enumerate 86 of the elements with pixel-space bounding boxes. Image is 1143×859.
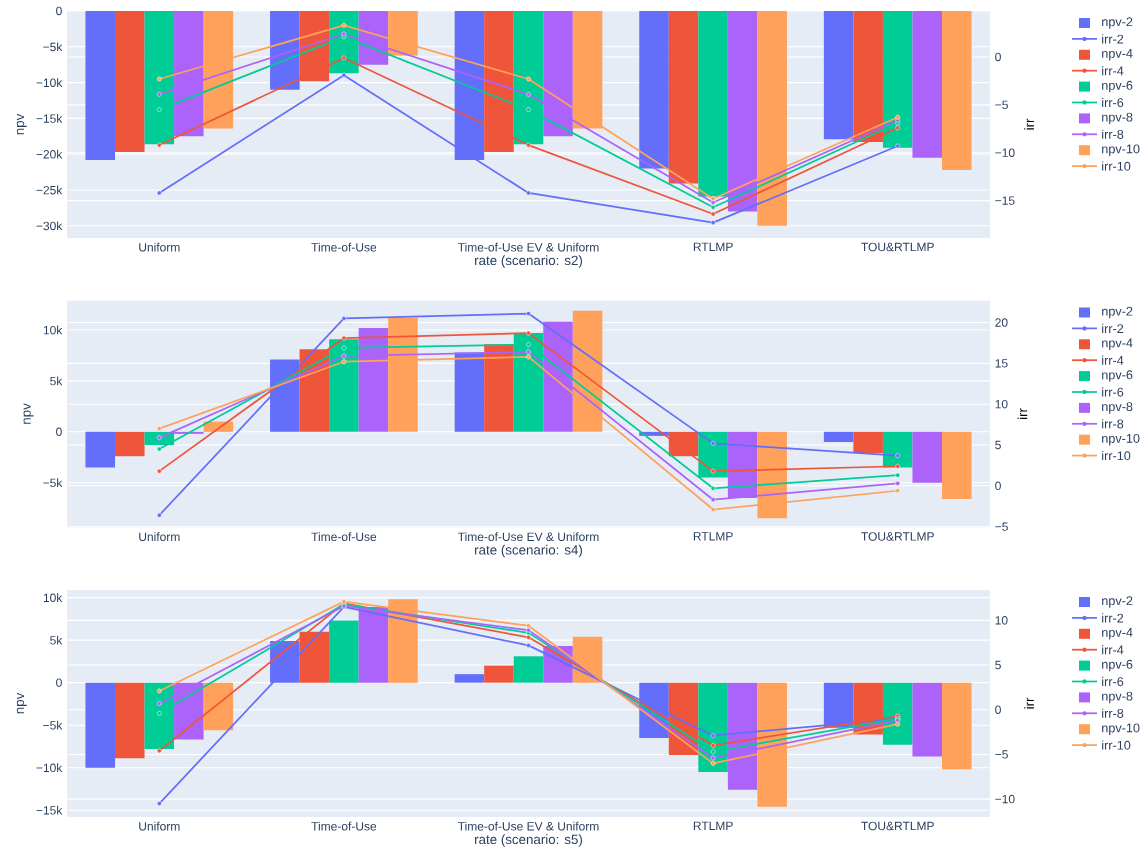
legend-label: irr-6 — [1102, 676, 1124, 687]
x-tick-label: TOU&RTLMP — [861, 242, 934, 252]
y-axis-title: npv — [16, 113, 27, 135]
legend-label: irr-10 — [1102, 450, 1131, 461]
legend-label: npv-6 — [1102, 659, 1133, 672]
x-tick-label: Time-of-Use EV & Uniform — [457, 532, 599, 542]
y2-tick-label: 0 — [995, 52, 1001, 62]
y2-tick-label: −5 — [995, 100, 1008, 110]
y2-axis-title: irr — [1024, 118, 1034, 130]
legend-label: irr-8 — [1102, 708, 1124, 718]
legend-label: npv-4 — [1102, 628, 1133, 640]
y2-axis-title: irr — [1024, 697, 1034, 709]
x-tick-label: Time-of-Use — [311, 532, 377, 542]
legend-label: npv-10 — [1102, 723, 1140, 735]
y-tick-label: −10k — [36, 78, 63, 88]
y2-tick-label: −15 — [995, 196, 1015, 205]
legend-label: npv-8 — [1102, 691, 1133, 704]
legend-label: npv-10 — [1102, 433, 1140, 446]
x-axis-title: rate (scenario: s2) — [475, 255, 582, 268]
y2-tick-label: −5 — [995, 522, 1008, 531]
y2-tick-label: 5 — [995, 660, 1001, 670]
x-axis-title: rate (scenario: s4) — [475, 544, 582, 558]
y2-tick-label: −10 — [995, 794, 1015, 804]
legend-label: irr-8 — [1102, 129, 1124, 139]
x-tick-label: RTLMP — [693, 532, 733, 541]
y2-tick-label: 15 — [995, 359, 1008, 368]
legend-label: npv-8 — [1102, 112, 1133, 125]
legend-label: npv-4 — [1102, 49, 1133, 61]
y-tick-label: −10k — [36, 763, 63, 773]
legend-label: irr-4 — [1102, 645, 1124, 655]
legend-label: irr-10 — [1102, 161, 1131, 171]
legend-label: irr-10 — [1102, 740, 1131, 750]
y2-tick-label: 20 — [995, 318, 1008, 327]
legend-label: irr-6 — [1102, 97, 1124, 108]
x-axis-title: rate (scenario: s5) — [475, 834, 582, 847]
y2-tick-label: −5 — [995, 750, 1008, 759]
x-tick-label: Time-of-Use — [311, 821, 377, 831]
y-tick-label: −30k — [36, 221, 63, 231]
legend-label: npv-6 — [1102, 370, 1133, 382]
y-axis-title: npv — [16, 692, 27, 714]
y2-tick-label: 10 — [995, 399, 1008, 409]
legend-label: npv-6 — [1102, 80, 1133, 93]
legend-label: irr-2 — [1102, 323, 1124, 333]
x-tick-label: Uniform — [139, 821, 180, 831]
y-tick-label: 0 — [56, 427, 62, 437]
x-tick-label: TOU&RTLMP — [861, 821, 934, 831]
y2-tick-label: −10 — [995, 148, 1015, 157]
legend-label: irr-2 — [1102, 613, 1124, 623]
legend-label: irr-4 — [1102, 66, 1124, 76]
x-tick-label: Time-of-Use EV & Uniform — [457, 242, 599, 252]
legend-label: irr-4 — [1102, 355, 1124, 365]
y-tick-label: 10k — [43, 325, 63, 335]
x-tick-label: Uniform — [139, 532, 180, 542]
legend-label: irr-8 — [1102, 419, 1124, 429]
y-tick-label: 10k — [43, 593, 63, 603]
y-tick-label: −5k — [43, 720, 63, 730]
y-tick-label: −15k — [36, 113, 63, 123]
legend-label: npv-10 — [1102, 144, 1140, 156]
y2-tick-label: 10 — [995, 616, 1008, 625]
x-tick-label: RTLMP — [693, 821, 733, 830]
x-tick-label: Time-of-Use EV & Uniform — [457, 821, 599, 831]
x-tick-label: RTLMP — [693, 242, 733, 251]
legend-label: npv-2 — [1102, 306, 1133, 319]
y-tick-label: 5k — [50, 376, 63, 386]
y-tick-label: 0 — [56, 6, 62, 16]
y2-tick-label: 0 — [995, 705, 1001, 714]
y-tick-label: −15k — [36, 805, 63, 815]
legend-label: npv-2 — [1102, 596, 1133, 608]
y-axis-title: npv — [23, 403, 34, 424]
y-tick-label: −25k — [36, 185, 63, 195]
legend-label: irr-2 — [1102, 34, 1124, 44]
x-tick-label: Uniform — [139, 242, 180, 252]
y-tick-label: 5k — [50, 635, 63, 645]
legend-label: irr-6 — [1102, 387, 1124, 397]
y-tick-label: −5k — [43, 478, 63, 488]
x-tick-label: TOU&RTLMP — [861, 532, 934, 541]
legend-label: npv-4 — [1102, 338, 1133, 350]
legend-label: npv-8 — [1102, 402, 1133, 414]
y-tick-label: −20k — [36, 149, 63, 159]
legend-label: npv-2 — [1102, 17, 1133, 29]
y-tick-label: −5k — [43, 42, 63, 52]
x-tick-label: Time-of-Use — [311, 242, 377, 252]
y2-tick-label: 0 — [995, 481, 1001, 491]
y2-tick-label: 5 — [995, 440, 1001, 450]
y-tick-label: 0 — [56, 678, 62, 687]
y2-axis-title: irr — [1017, 408, 1028, 420]
